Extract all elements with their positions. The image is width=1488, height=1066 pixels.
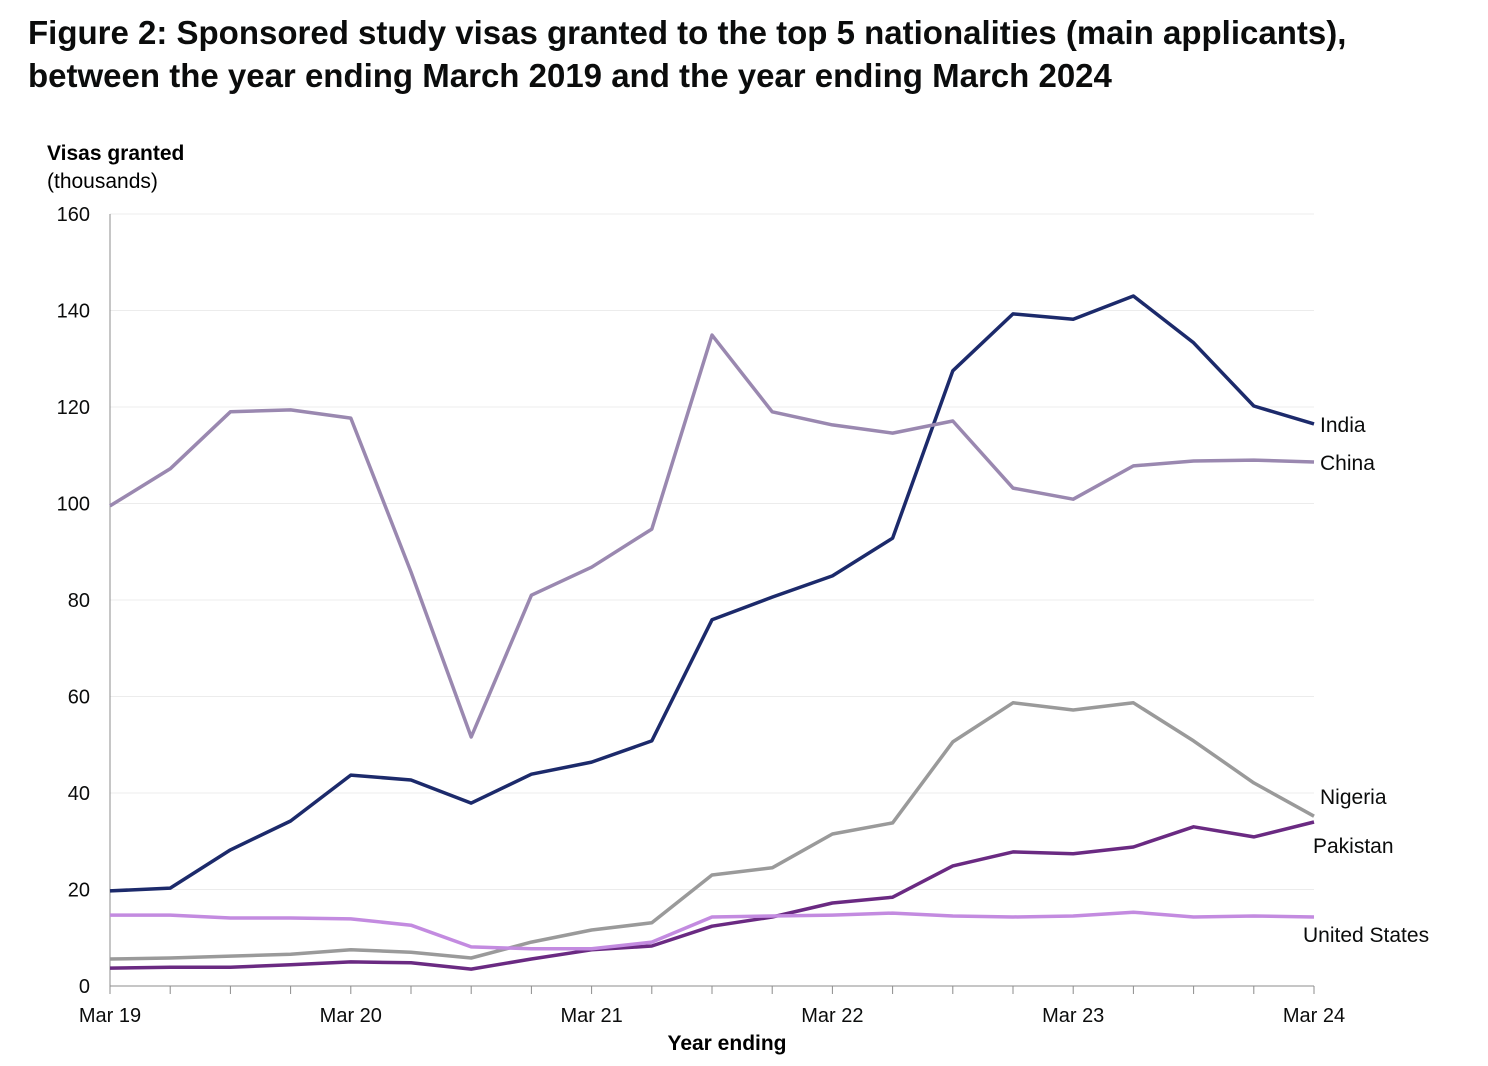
- y-tick-label: 60: [68, 687, 90, 709]
- y-axis-label: Visas granted: [47, 142, 184, 165]
- y-axis-unit: (thousands): [47, 170, 158, 193]
- x-tick-label: Mar 24: [1283, 1005, 1345, 1027]
- y-tick-label: 20: [68, 880, 90, 902]
- y-tick-label: 0: [79, 976, 90, 998]
- y-tick-label: 40: [68, 783, 90, 805]
- series-line-china: [109, 333, 1315, 739]
- series-label: India: [1320, 414, 1366, 437]
- y-tick-label: 120: [57, 397, 90, 419]
- series-label: Nigeria: [1320, 786, 1387, 809]
- x-tick-label: Mar 20: [320, 1005, 382, 1027]
- series-label: United States: [1303, 924, 1429, 947]
- series-line-pakistan: [109, 820, 1315, 971]
- chart-title: Figure 2: Sponsored study visas granted …: [28, 14, 1347, 94]
- y-tick-label: 140: [57, 301, 90, 323]
- series-line-nigeria: [109, 701, 1315, 961]
- series-label: China: [1320, 452, 1375, 475]
- y-tick-label: 160: [57, 204, 90, 226]
- x-tick-label: Mar 19: [79, 1005, 141, 1027]
- x-axis-label: Year ending: [667, 1032, 786, 1055]
- series-label: Pakistan: [1313, 835, 1394, 858]
- x-tick-label: Mar 21: [560, 1005, 622, 1027]
- y-tick-label: 80: [68, 590, 90, 612]
- y-tick-label: 100: [57, 494, 90, 516]
- series-line-united-states: [110, 910, 1315, 951]
- series-line-india: [109, 294, 1315, 893]
- x-tick-label: Mar 23: [1042, 1005, 1104, 1027]
- x-tick-label: Mar 22: [801, 1005, 863, 1027]
